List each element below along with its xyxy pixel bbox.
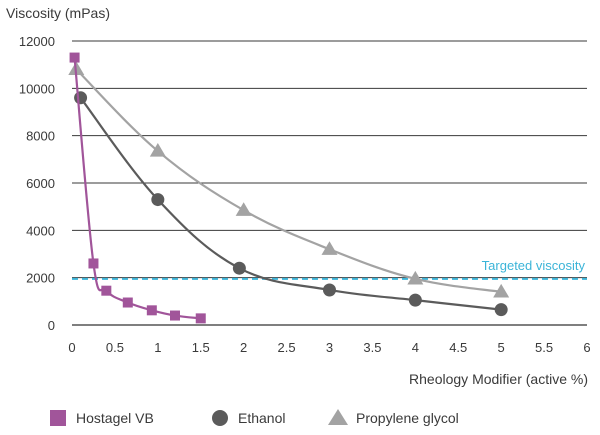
data-series xyxy=(68,52,510,324)
series-hostagel-vb xyxy=(69,52,206,324)
legend: Hostagel VB Ethanol Propylene glycol xyxy=(50,409,459,426)
hostagel-vb-point-3 xyxy=(122,297,133,308)
x-axis-label: Rheology Modifier (active %) xyxy=(409,371,588,387)
legend-label-propylene-glycol: Propylene glycol xyxy=(356,410,459,426)
ethanol-point-2 xyxy=(232,261,246,275)
hostagel-vb-point-2 xyxy=(101,285,112,296)
legend-circle-marker xyxy=(212,410,228,426)
legend-item-ethanol: Ethanol xyxy=(212,410,285,426)
x-tick-0.5: 0.5 xyxy=(106,340,124,355)
y-tick-10000: 10000 xyxy=(19,81,55,96)
gridlines xyxy=(72,40,587,326)
legend-square-marker xyxy=(50,410,66,426)
hostagel-vb-point-0 xyxy=(69,52,80,63)
x-tick-1: 1 xyxy=(154,340,161,355)
reference-line-label: Targeted viscosity xyxy=(482,258,586,273)
legend-triangle-marker xyxy=(328,409,348,425)
propylene-glycol-point-5 xyxy=(493,283,510,298)
ethanol-point-1 xyxy=(151,193,165,207)
y-tick-labels: 0 2000 4000 6000 8000 10000 12000 xyxy=(19,34,55,333)
x-tick-4.5: 4.5 xyxy=(449,340,467,355)
legend-label-hostagel-vb: Hostagel VB xyxy=(76,410,154,426)
series-ethanol xyxy=(74,91,508,317)
hostagel-vb-point-4 xyxy=(146,305,157,316)
hostagel-vb-point-6 xyxy=(195,313,206,324)
hostagel-vb-point-5 xyxy=(170,310,180,321)
x-tick-5: 5 xyxy=(498,340,505,355)
x-tick-0: 0 xyxy=(68,340,75,355)
series-line-propylene-glycol xyxy=(75,68,502,293)
ethanol-point-5 xyxy=(494,303,508,317)
ethanol-point-4 xyxy=(408,293,422,307)
ethanol-point-3 xyxy=(323,283,336,297)
legend-item-propylene-glycol: Propylene glycol xyxy=(328,409,459,426)
y-tick-8000: 8000 xyxy=(26,129,55,144)
ethanol-point-0 xyxy=(74,91,88,105)
y-tick-12000: 12000 xyxy=(19,34,55,49)
legend-item-hostagel-vb: Hostagel VB xyxy=(50,410,154,426)
x-tick-2.5: 2.5 xyxy=(278,340,296,355)
legend-label-ethanol: Ethanol xyxy=(238,410,285,426)
x-tick-1.5: 1.5 xyxy=(192,340,210,355)
y-tick-4000: 4000 xyxy=(26,223,55,238)
x-tick-4: 4 xyxy=(412,340,419,355)
series-propylene-glycol xyxy=(68,61,510,298)
y-tick-6000: 6000 xyxy=(26,176,55,191)
x-tick-6: 6 xyxy=(583,340,590,355)
targeted-viscosity-line: Targeted viscosity xyxy=(72,258,587,280)
x-tick-3.5: 3.5 xyxy=(363,340,381,355)
x-tick-5.5: 5.5 xyxy=(535,340,553,355)
propylene-glycol-point-1 xyxy=(149,143,166,157)
y-tick-0: 0 xyxy=(48,318,55,333)
x-tick-2: 2 xyxy=(240,340,247,355)
propylene-glycol-point-3 xyxy=(321,241,338,255)
propylene-glycol-point-2 xyxy=(235,202,252,216)
x-tick-labels: 0 0.5 1 1.5 2 2.5 3 3.5 4 4.5 5 5.5 6 xyxy=(68,340,590,355)
x-tick-3: 3 xyxy=(326,340,333,355)
hostagel-vb-point-1 xyxy=(88,258,99,269)
y-axis-label: Viscosity (mPas) xyxy=(6,5,110,21)
propylene-glycol-point-4 xyxy=(407,270,424,285)
y-tick-2000: 2000 xyxy=(26,271,55,286)
